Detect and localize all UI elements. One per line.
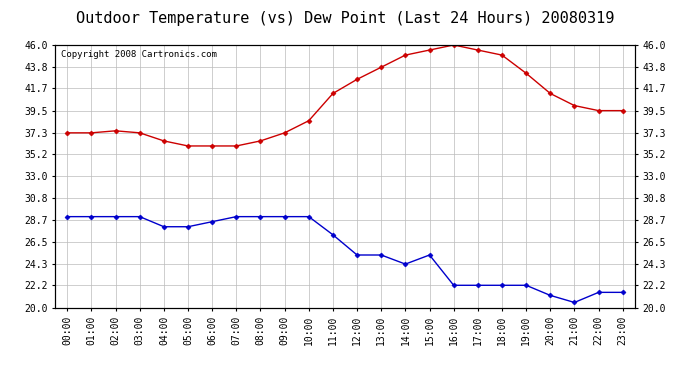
Text: Outdoor Temperature (vs) Dew Point (Last 24 Hours) 20080319: Outdoor Temperature (vs) Dew Point (Last…	[76, 11, 614, 26]
Text: Copyright 2008 Cartronics.com: Copyright 2008 Cartronics.com	[61, 50, 217, 59]
